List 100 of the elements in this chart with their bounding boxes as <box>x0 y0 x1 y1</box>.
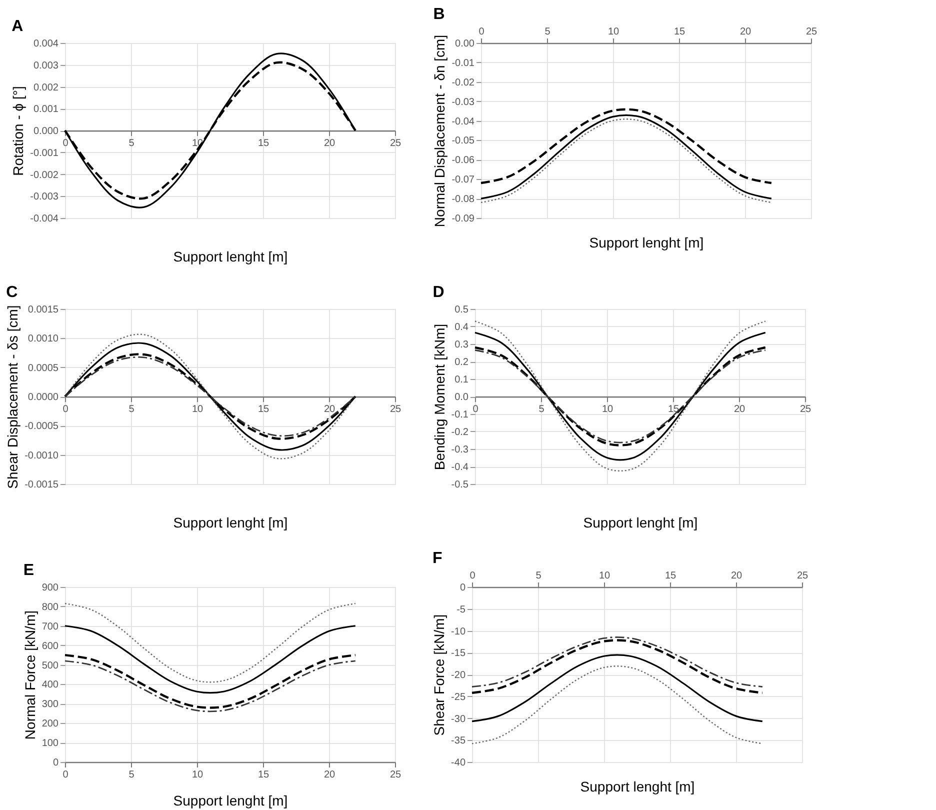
x-tick-label: 25 <box>800 404 812 415</box>
y-tick-label: -0.0010 <box>24 450 59 462</box>
x-tick-label: 0 <box>478 26 485 38</box>
y-tick-label: -0.07 <box>452 174 475 186</box>
x-tick-label: 5 <box>128 404 135 415</box>
y-tick-label: 0.1 <box>454 374 469 386</box>
x-tick-label: 0 <box>62 770 69 780</box>
y-tick-label: 0.0015 <box>28 304 59 316</box>
line-series <box>471 636 764 688</box>
x-tick-label: 15 <box>258 138 270 149</box>
y-tick-label: -0.2 <box>451 427 469 438</box>
y-tick-label: -0.3 <box>451 444 469 456</box>
x-tick-label: 20 <box>730 570 742 582</box>
x-axis-title: Support lenght [m] <box>580 778 695 794</box>
chart-title: F <box>432 550 443 567</box>
y-axis-title: Normal Force [kN/m] <box>22 610 38 740</box>
y-axis-title: Bending Moment [kNm] <box>431 324 448 470</box>
x-tick-label: 0 <box>62 138 69 149</box>
x-tick-label: 15 <box>258 770 270 780</box>
line-series <box>64 654 356 709</box>
y-tick-label: -25 <box>451 692 466 703</box>
chart-title: C <box>6 284 18 301</box>
x-tick-label: 10 <box>608 26 620 38</box>
x-tick-label: 20 <box>324 138 336 149</box>
y-tick-label: 0.000 <box>33 126 59 137</box>
y-tick-label: -15 <box>451 648 466 660</box>
y-tick-label: -0.0015 <box>24 480 59 490</box>
y-tick-label: -0.04 <box>452 116 475 128</box>
y-tick-label: -20 <box>451 670 466 681</box>
y-tick-label: 0.00 <box>455 38 475 50</box>
x-tick-label: 10 <box>192 770 204 780</box>
y-axis-title: Rotation - ϕ [°] <box>10 86 26 176</box>
x-tick-label: 25 <box>390 404 402 415</box>
y-tick-label: 500 <box>42 660 59 672</box>
y-tick-label: 0.003 <box>33 60 59 72</box>
y-tick-label: 0 <box>52 758 59 768</box>
y-tick-label: -0.1 <box>451 410 469 420</box>
y-tick-label: -5 <box>456 604 466 616</box>
x-axis-title: Support lenght [m] <box>173 248 288 264</box>
x-tick-label: 10 <box>598 570 610 582</box>
x-tick-label: 20 <box>740 26 752 38</box>
x-tick-label: 20 <box>734 404 746 415</box>
y-tick-label: -0.5 <box>451 480 469 490</box>
y-axis-title: Shear Force [kN/m] <box>431 614 448 736</box>
line-series <box>471 654 764 722</box>
y-axis-title: Shear Displacement - δs [cm] <box>4 305 21 489</box>
y-tick-label: -35 <box>451 736 466 747</box>
y-tick-label: -30 <box>451 714 466 725</box>
y-tick-label: 0.0000 <box>28 392 59 403</box>
chart-title: A <box>12 18 24 35</box>
y-tick-label: 800 <box>42 602 59 613</box>
chart-title: E <box>23 562 34 579</box>
y-tick-label: -0.4 <box>451 462 469 473</box>
y-tick-label: -0.003 <box>30 192 59 203</box>
y-axis-title: Normal Displacement - δn [cm] <box>432 34 448 228</box>
line-series <box>64 660 356 712</box>
y-tick-label: -0.08 <box>452 194 475 206</box>
y-tick-label: -0.09 <box>452 214 475 224</box>
x-tick-label: 25 <box>796 570 808 582</box>
x-tick-label: 5 <box>544 26 551 38</box>
x-tick-label: 20 <box>324 404 336 415</box>
x-tick-label: 25 <box>390 770 402 780</box>
chart-title: D <box>432 284 444 301</box>
x-tick-label: 0 <box>62 404 69 415</box>
x-tick-label: 5 <box>128 770 135 780</box>
y-tick-label: 700 <box>42 621 59 632</box>
x-axis-title: Support lenght [m] <box>589 234 704 250</box>
y-tick-label: 0.3 <box>454 340 469 350</box>
y-tick-label: 0.004 <box>33 38 59 50</box>
y-tick-label: -0.004 <box>30 214 59 224</box>
y-tick-label: -40 <box>451 758 466 768</box>
x-axis-title: Support lenght [m] <box>173 792 288 808</box>
x-axis-title: Support lenght [m] <box>583 514 698 530</box>
y-tick-label: 0.0 <box>454 392 469 403</box>
y-tick-label: 200 <box>42 718 59 730</box>
x-tick-label: 15 <box>674 26 686 38</box>
y-tick-label: -0.001 <box>30 148 59 159</box>
y-tick-label: -10 <box>451 626 466 638</box>
chart-title: B <box>433 6 445 23</box>
x-tick-label: 10 <box>602 404 614 415</box>
line-series <box>470 639 764 694</box>
y-tick-label: -0.0005 <box>24 421 59 432</box>
x-tick-label: 5 <box>538 404 545 415</box>
x-tick-label: 25 <box>390 138 402 149</box>
y-tick-label: 600 <box>42 640 59 652</box>
x-tick-label: 5 <box>536 570 542 582</box>
x-tick-label: 15 <box>258 404 270 415</box>
y-tick-label: 0.4 <box>454 322 469 333</box>
y-tick-label: 300 <box>42 699 59 710</box>
y-tick-label: 0.5 <box>454 304 469 316</box>
y-tick-label: -0.01 <box>452 58 475 69</box>
y-tick-label: 0 <box>460 582 466 594</box>
y-tick-label: -0.02 <box>452 77 475 88</box>
y-tick-label: 0.2 <box>454 357 469 368</box>
y-tick-label: -0.06 <box>452 155 475 166</box>
y-tick-label: 0.0010 <box>28 334 59 345</box>
x-tick-label: 20 <box>324 770 336 780</box>
y-tick-label: -0.05 <box>452 136 475 147</box>
x-tick-label: 5 <box>128 138 135 149</box>
y-tick-label: 0.0005 <box>28 362 59 374</box>
